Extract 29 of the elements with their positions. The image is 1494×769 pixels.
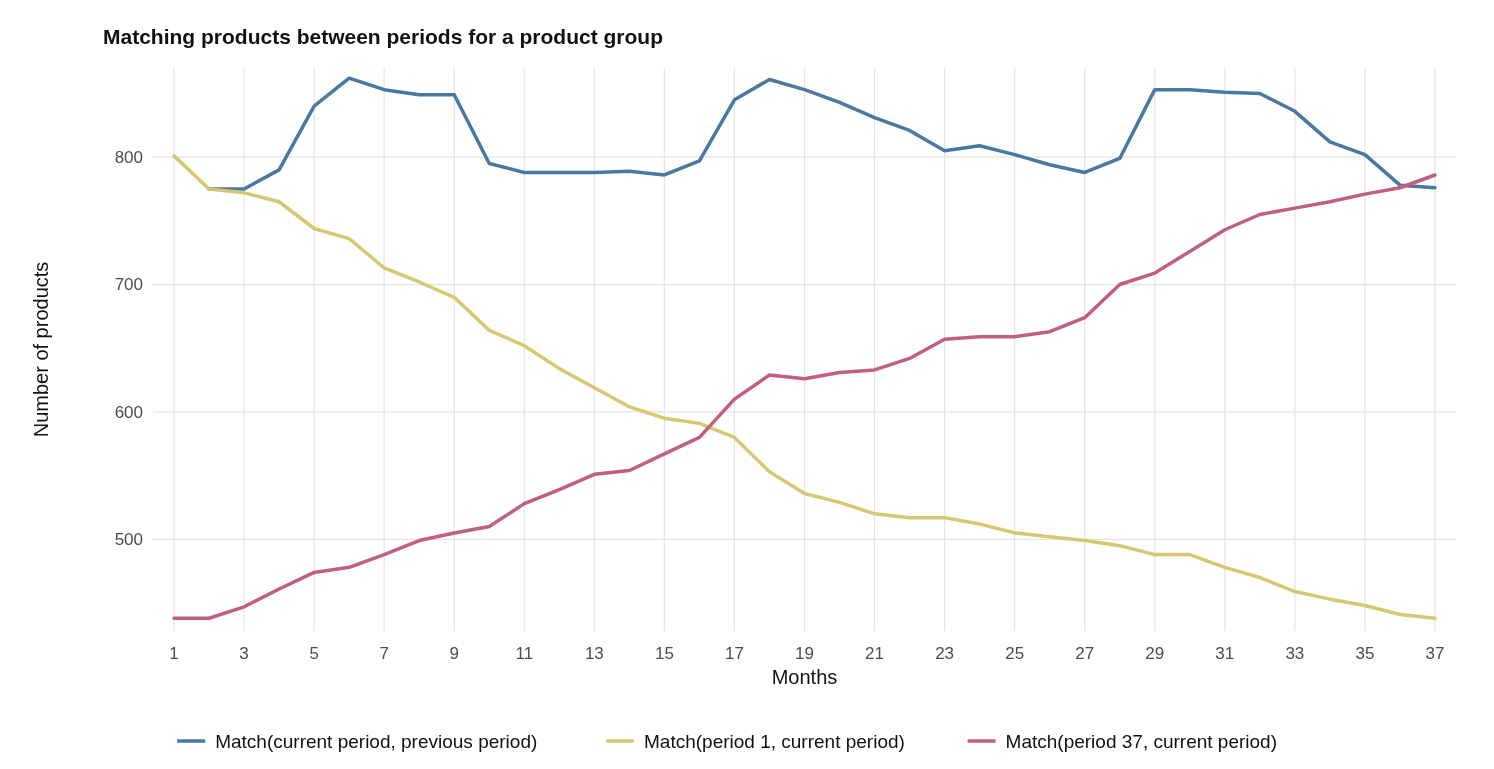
y-tick-label: 700 [114,275,143,295]
legend-label: Match(period 1, current period) [644,730,905,752]
x-axis-title: Months [771,666,838,688]
y-tick-label: 500 [114,530,143,550]
x-tick-label: 35 [1355,644,1375,663]
y-tick-label: 600 [114,402,143,422]
x-tick-label: 21 [865,644,885,663]
x-tick-label: 15 [654,644,674,663]
y-tick-label: 800 [114,148,143,168]
x-tick-label: 37 [1425,644,1445,663]
y-axis-title: Number of products [30,261,52,438]
x-tick-label: 3 [239,644,249,663]
x-tick-label: 5 [309,644,319,663]
x-tick-label: 13 [584,644,604,663]
x-tick-label: 23 [935,644,955,663]
x-tick-label: 7 [379,644,389,663]
x-tick-label: 29 [1145,644,1165,663]
x-tick-label: 33 [1285,644,1305,663]
x-tick-label: 19 [795,644,814,663]
chart-title: Matching products between periods for a product group [103,25,664,48]
legend-label: Match(current period, previous period) [215,730,538,752]
x-tick-label: 27 [1075,644,1095,663]
x-tick-label: 31 [1215,644,1235,663]
x-tick-label: 11 [515,644,534,663]
x-tick-label: 25 [1005,644,1025,663]
x-tick-label: 17 [724,644,744,663]
legend-label: Match(period 37, current period) [1005,730,1278,752]
x-tick-label: 1 [169,644,179,663]
x-tick-label: 9 [449,644,459,663]
